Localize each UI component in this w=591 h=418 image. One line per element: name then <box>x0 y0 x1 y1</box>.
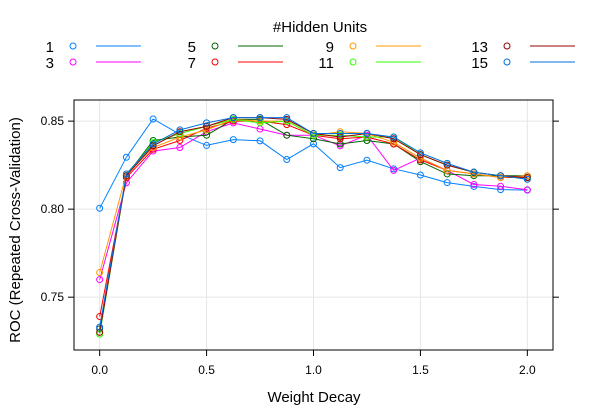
point-15-10 <box>363 129 371 137</box>
legend-title: #Hidden Units <box>273 19 367 36</box>
legend-item-3: 3 <box>46 55 141 72</box>
point-15-12 <box>416 149 424 157</box>
point-15-7 <box>283 114 291 122</box>
grid <box>74 100 553 350</box>
ticks: 0.0 0.5 1.0 1.5 2.0 0.75 0.80 0.85 <box>41 114 559 377</box>
point-3-15 <box>497 182 505 190</box>
x-tick-label-4: 2.0 <box>519 363 536 377</box>
legend-label-13: 13 <box>471 39 488 56</box>
point-11-6 <box>256 119 264 127</box>
point-9-4 <box>203 126 211 134</box>
point-13-0 <box>96 328 104 336</box>
point-1-10 <box>363 156 371 164</box>
point-3-14 <box>470 181 478 189</box>
point-1-4 <box>203 141 211 149</box>
series-layer <box>96 114 531 338</box>
point-3-11 <box>390 166 398 174</box>
point-9-0 <box>96 269 104 277</box>
point-15-2 <box>149 140 157 148</box>
legend-marker-1 <box>69 42 77 50</box>
series-15 <box>96 114 531 331</box>
legend-label-3: 3 <box>46 55 54 72</box>
x-tick-label-2: 1.0 <box>305 363 322 377</box>
point-5-13 <box>443 170 451 178</box>
x-tick-label-1: 0.5 <box>198 363 215 377</box>
point-15-6 <box>256 114 264 122</box>
point-9-13 <box>443 166 451 174</box>
plot-area: 0.0 0.5 1.0 1.5 2.0 0.75 0.80 0.85 <box>41 99 559 377</box>
legend-item-5: 5 <box>188 39 283 56</box>
legend-label-11: 11 <box>318 55 334 72</box>
y-tick-label-0: 0.75 <box>41 290 65 304</box>
legend-marker-7 <box>211 58 219 66</box>
point-1-7 <box>283 156 291 164</box>
point-15-3 <box>176 126 184 134</box>
point-1-13 <box>443 179 451 187</box>
point-1-8 <box>310 140 317 148</box>
point-15-1 <box>122 170 130 178</box>
series-line-15 <box>99 117 528 328</box>
legend-marker-3 <box>69 58 77 66</box>
legend-item-15: 15 <box>471 55 575 72</box>
point-5-7 <box>283 131 291 139</box>
legend-item-9: 9 <box>326 39 421 56</box>
legend-item-13: 13 <box>471 39 575 56</box>
x-axis-label: Weight Decay <box>267 389 361 406</box>
point-1-5 <box>229 136 237 144</box>
point-1-0 <box>96 204 104 212</box>
point-3-16 <box>523 186 531 194</box>
legend-item-1: 1 <box>46 39 141 56</box>
point-15-14 <box>470 168 478 176</box>
point-15-13 <box>443 159 451 167</box>
y-tick-label-2: 0.85 <box>41 114 65 128</box>
x-tick-label-3: 1.5 <box>412 363 429 377</box>
point-1-12 <box>416 171 424 179</box>
legend-marker-15 <box>503 58 511 66</box>
point-15-11 <box>390 133 398 141</box>
point-5-9 <box>336 140 344 148</box>
x-tick-label-0: 0.0 <box>91 363 108 377</box>
legend-label-5: 5 <box>188 39 196 56</box>
point-5-8 <box>310 135 317 143</box>
point-15-15 <box>497 172 505 180</box>
point-15-8 <box>310 129 317 137</box>
y-tick-label-1: 0.80 <box>41 202 65 216</box>
legend-item-11: 11 <box>318 55 421 72</box>
series-1 <box>96 115 531 212</box>
point-3-3 <box>176 144 184 152</box>
y-axis-label: ROC (Repeated Cross-Validation) <box>7 117 24 343</box>
point-5-4 <box>203 131 211 139</box>
point-1-6 <box>256 137 264 145</box>
point-15-16 <box>523 175 531 183</box>
legend-label-7: 7 <box>188 55 196 72</box>
point-15-0 <box>96 323 104 331</box>
point-3-0 <box>96 276 104 284</box>
point-1-9 <box>336 164 344 172</box>
legend-marker-9 <box>349 42 357 50</box>
legend-marker-13 <box>503 42 511 50</box>
point-15-9 <box>336 129 344 137</box>
legend-marker-11 <box>349 58 357 66</box>
point-1-2 <box>149 115 157 123</box>
legend-marker-5 <box>211 42 219 50</box>
point-15-5 <box>229 114 237 122</box>
legend-label-1: 1 <box>46 39 54 56</box>
point-1-1 <box>122 153 130 161</box>
legend-label-9: 9 <box>326 39 334 56</box>
legend-item-7: 7 <box>188 55 283 72</box>
point-1-14 <box>470 182 478 190</box>
point-15-4 <box>203 119 211 127</box>
legend-label-15: 15 <box>471 55 488 72</box>
series-line-1 <box>99 118 528 209</box>
